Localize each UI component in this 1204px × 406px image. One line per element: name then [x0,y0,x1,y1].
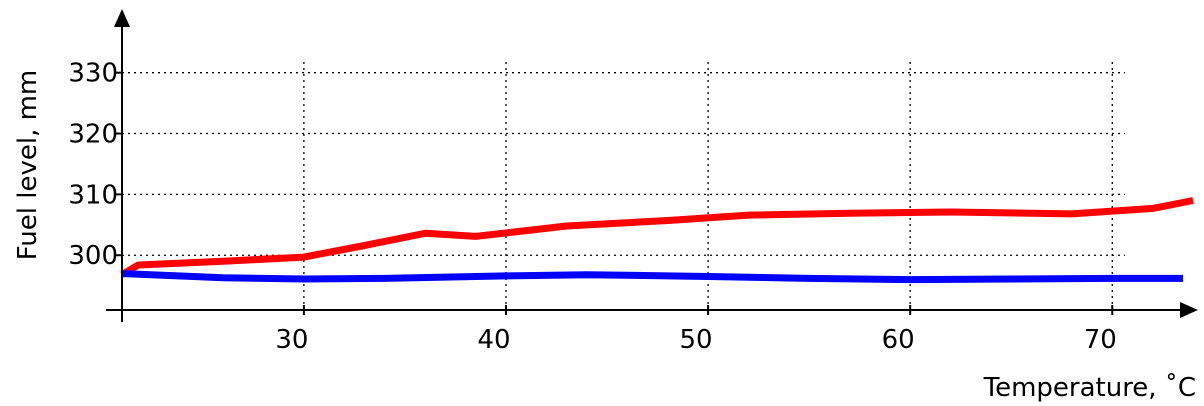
x-tick-label: 70 [1084,325,1117,355]
y-tick-label: 320 [68,120,118,150]
x-tick-labels: 30 40 50 60 70 [275,325,1116,355]
axes [106,9,1198,322]
x-axis-arrow [1180,302,1198,318]
series-line-1 [120,197,1194,278]
x-tick-label: 30 [275,325,308,355]
y-tick-label: 330 [68,59,118,89]
x-tick-label: 60 [882,325,915,355]
y-tick-labels: 300 310 320 330 [68,59,118,272]
series-group [120,197,1194,284]
y-axis-label: Fuel level, mm [13,70,43,261]
x-tick-label: 50 [680,325,713,355]
y-axis-arrow [114,9,130,27]
x-tick-label: 40 [477,325,510,355]
x-axis-label: Temperature, ˚C [983,373,1196,403]
y-tick-label: 310 [68,180,118,210]
y-tick-label: 300 [68,241,118,271]
series-line-2 [121,270,1183,284]
